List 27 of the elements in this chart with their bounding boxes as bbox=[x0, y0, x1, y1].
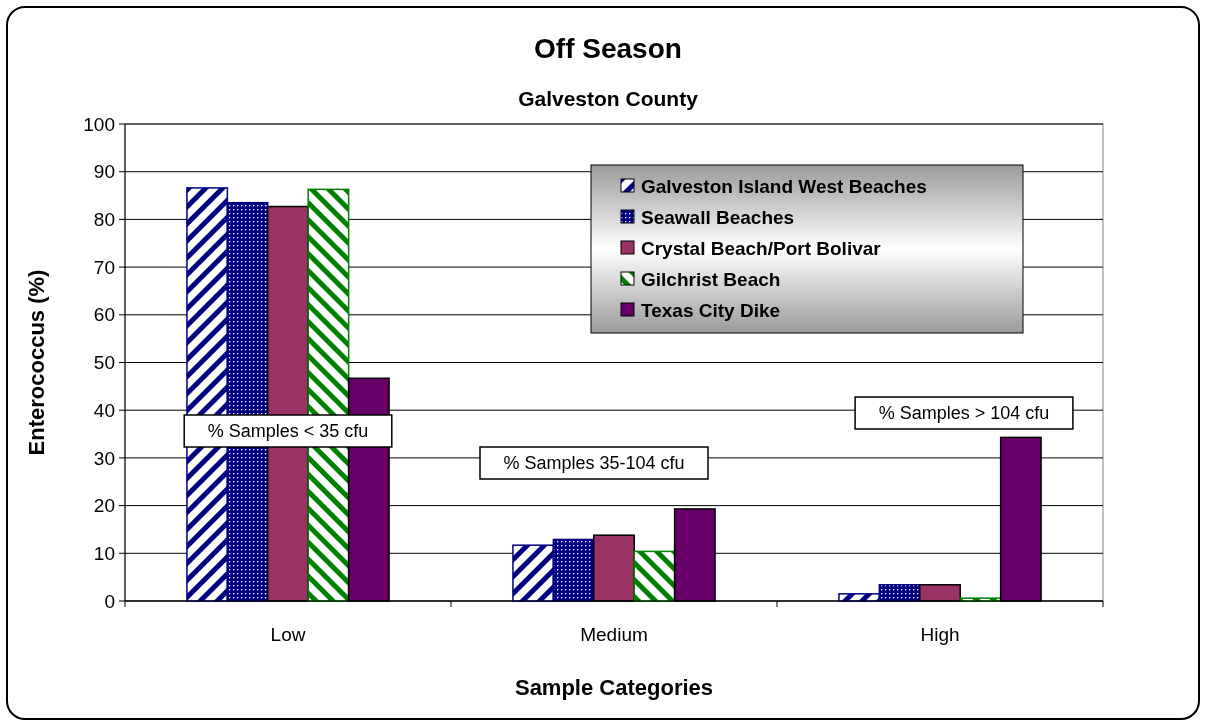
y-tick-label: 60 bbox=[93, 304, 115, 326]
x-axis-title: Sample Categories bbox=[514, 675, 714, 700]
legend-label: Seawall Beaches bbox=[641, 206, 795, 228]
y-tick-label: 80 bbox=[93, 209, 115, 231]
annotation: % Samples < 35 cfu bbox=[207, 421, 369, 442]
annotation: % Samples > 104 cfu bbox=[878, 403, 1050, 424]
legend-label: Crystal Beach/Port Bolivar bbox=[641, 237, 882, 259]
y-tick-label: 100 bbox=[83, 113, 115, 135]
x-tick-label: High bbox=[920, 624, 960, 645]
y-axis-title: Enterococcus (%) bbox=[24, 269, 49, 456]
y-tick-label: 10 bbox=[93, 542, 115, 564]
x-tick-label: Medium bbox=[580, 624, 648, 645]
annotation: % Samples 35-104 cfu bbox=[503, 453, 685, 474]
y-tick-label: 90 bbox=[93, 161, 115, 183]
y-tick-label: 30 bbox=[93, 447, 115, 469]
chart-title: Off Season bbox=[534, 33, 682, 64]
legend-label: Texas City Dike bbox=[641, 299, 781, 321]
legend-label: Gilchrist Beach bbox=[641, 268, 781, 290]
chart-subtitle: Galveston County bbox=[518, 87, 699, 110]
y-tick-label: 20 bbox=[93, 495, 115, 517]
x-tick-label: Low bbox=[270, 624, 306, 645]
y-tick-label: 0 bbox=[104, 590, 115, 612]
y-tick-label: 50 bbox=[93, 352, 115, 374]
legend-label: Galveston Island West Beaches bbox=[641, 175, 927, 197]
bar bbox=[633, 550, 676, 602]
y-tick-label: 40 bbox=[93, 399, 115, 421]
y-tick-label: 70 bbox=[93, 256, 115, 278]
